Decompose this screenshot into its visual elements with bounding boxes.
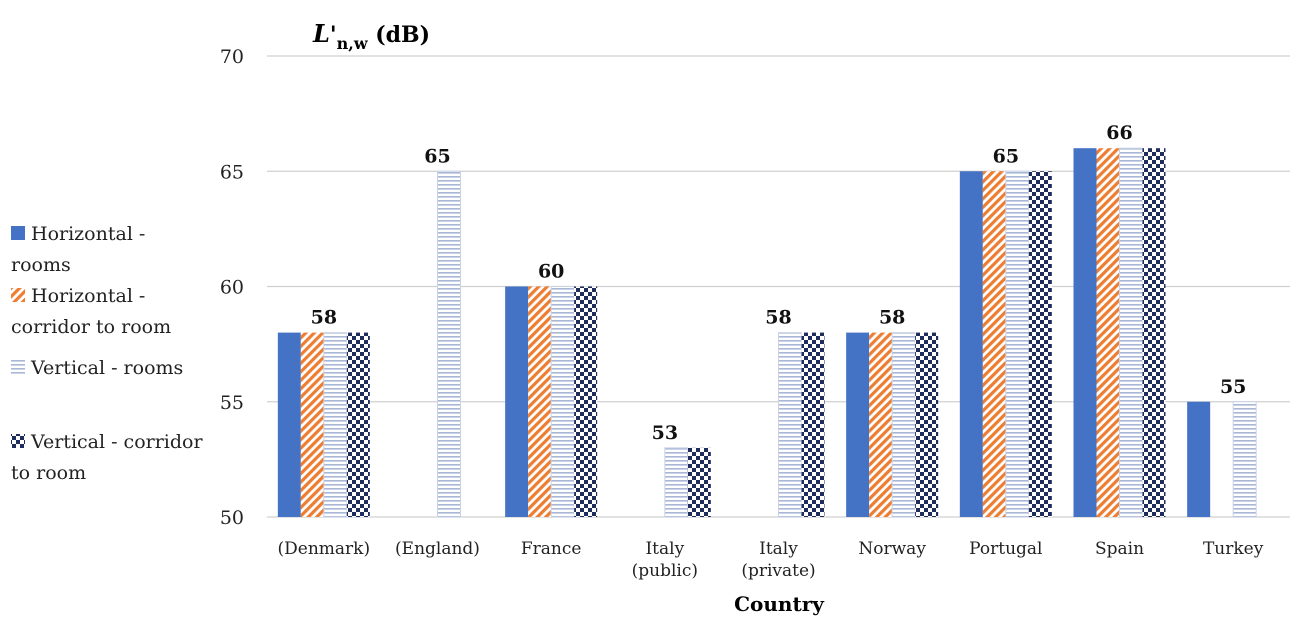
bar bbox=[982, 171, 1006, 517]
x-axis-label: Country bbox=[734, 592, 825, 616]
data-label: 58 bbox=[311, 307, 337, 329]
y-tick-label: 55 bbox=[220, 392, 244, 414]
data-labels: 58 65 60 53 58 58 65 66 55 bbox=[311, 122, 1247, 444]
x-tick-labels: (Denmark) (England) France Italy(public)Ita… bbox=[278, 539, 1264, 581]
bar bbox=[1073, 148, 1097, 517]
x-tick-label: (public) bbox=[632, 561, 698, 581]
bar bbox=[1005, 170, 1030, 518]
y-tick-label: 60 bbox=[220, 277, 244, 299]
legend: Horizontal - rooms Horizontal - corridor to… bbox=[11, 223, 203, 484]
bar bbox=[1187, 401, 1211, 517]
data-label: 60 bbox=[538, 261, 564, 283]
y-axis-label-unit: (dB) bbox=[368, 22, 430, 48]
bar bbox=[1119, 147, 1143, 518]
legend-swatch bbox=[11, 360, 25, 374]
bar bbox=[300, 332, 324, 517]
data-label: 58 bbox=[879, 307, 905, 329]
bar bbox=[323, 332, 348, 518]
bar bbox=[801, 332, 825, 517]
bar bbox=[1232, 401, 1257, 518]
data-label: 58 bbox=[765, 307, 791, 329]
legend-entry: corridor to room bbox=[11, 316, 171, 338]
x-tick-label: Spain bbox=[1095, 539, 1144, 559]
y-axis-label-sub: n,w bbox=[337, 34, 369, 53]
legend-swatch bbox=[11, 226, 25, 240]
bar bbox=[1096, 148, 1120, 517]
y-tick-label: 50 bbox=[220, 507, 244, 529]
x-tick-label: Turkey bbox=[1203, 539, 1264, 559]
bar bbox=[915, 332, 939, 517]
legend-entry: Vertical - corridor bbox=[30, 431, 203, 453]
y-tick-label: 70 bbox=[220, 46, 244, 68]
data-label: 55 bbox=[1220, 376, 1246, 398]
x-tick-label: Norway bbox=[858, 539, 926, 559]
bar bbox=[959, 171, 983, 517]
legend-entry: Horizontal - bbox=[31, 223, 145, 245]
x-tick-label: (Denmark) bbox=[278, 539, 371, 559]
x-tick-label: Portugal bbox=[969, 539, 1042, 559]
legend-entry: Vertical - rooms bbox=[30, 357, 183, 379]
y-tick-labels: 50 55 60 65 70 bbox=[220, 46, 244, 529]
bar bbox=[277, 332, 301, 517]
legend-swatch bbox=[11, 288, 25, 302]
bar bbox=[664, 447, 689, 518]
legend-entry: rooms bbox=[11, 254, 71, 276]
bar bbox=[1028, 171, 1052, 517]
bar bbox=[574, 286, 598, 517]
data-label: 66 bbox=[1106, 122, 1132, 144]
legend-swatch bbox=[11, 434, 25, 448]
y-axis-label-prime: ' bbox=[330, 22, 337, 48]
bar bbox=[1142, 148, 1166, 517]
x-tick-label: (England) bbox=[395, 539, 480, 559]
x-tick-label: (private) bbox=[741, 561, 815, 581]
bar bbox=[437, 170, 461, 518]
legend-entry: Horizontal - bbox=[31, 285, 145, 307]
bar bbox=[550, 286, 575, 518]
bar bbox=[528, 286, 552, 517]
x-tick-label: Italy bbox=[759, 539, 798, 559]
data-label: 65 bbox=[993, 145, 1019, 167]
x-tick-label: Italy bbox=[645, 539, 684, 559]
bar bbox=[505, 286, 529, 517]
bar bbox=[687, 447, 711, 517]
bar bbox=[869, 332, 893, 517]
bar bbox=[846, 332, 870, 517]
data-label: 53 bbox=[652, 422, 678, 444]
y-axis-label-main: L bbox=[312, 19, 330, 48]
bar bbox=[346, 332, 370, 517]
y-tick-label: 65 bbox=[220, 161, 244, 183]
y-axis-label: L'n,w (dB) bbox=[312, 19, 430, 53]
bars bbox=[277, 147, 1257, 518]
bar bbox=[891, 332, 916, 518]
x-tick-label: France bbox=[521, 539, 582, 559]
data-label: 65 bbox=[424, 145, 450, 167]
legend-entry: to room bbox=[11, 462, 86, 484]
bar bbox=[778, 332, 802, 518]
